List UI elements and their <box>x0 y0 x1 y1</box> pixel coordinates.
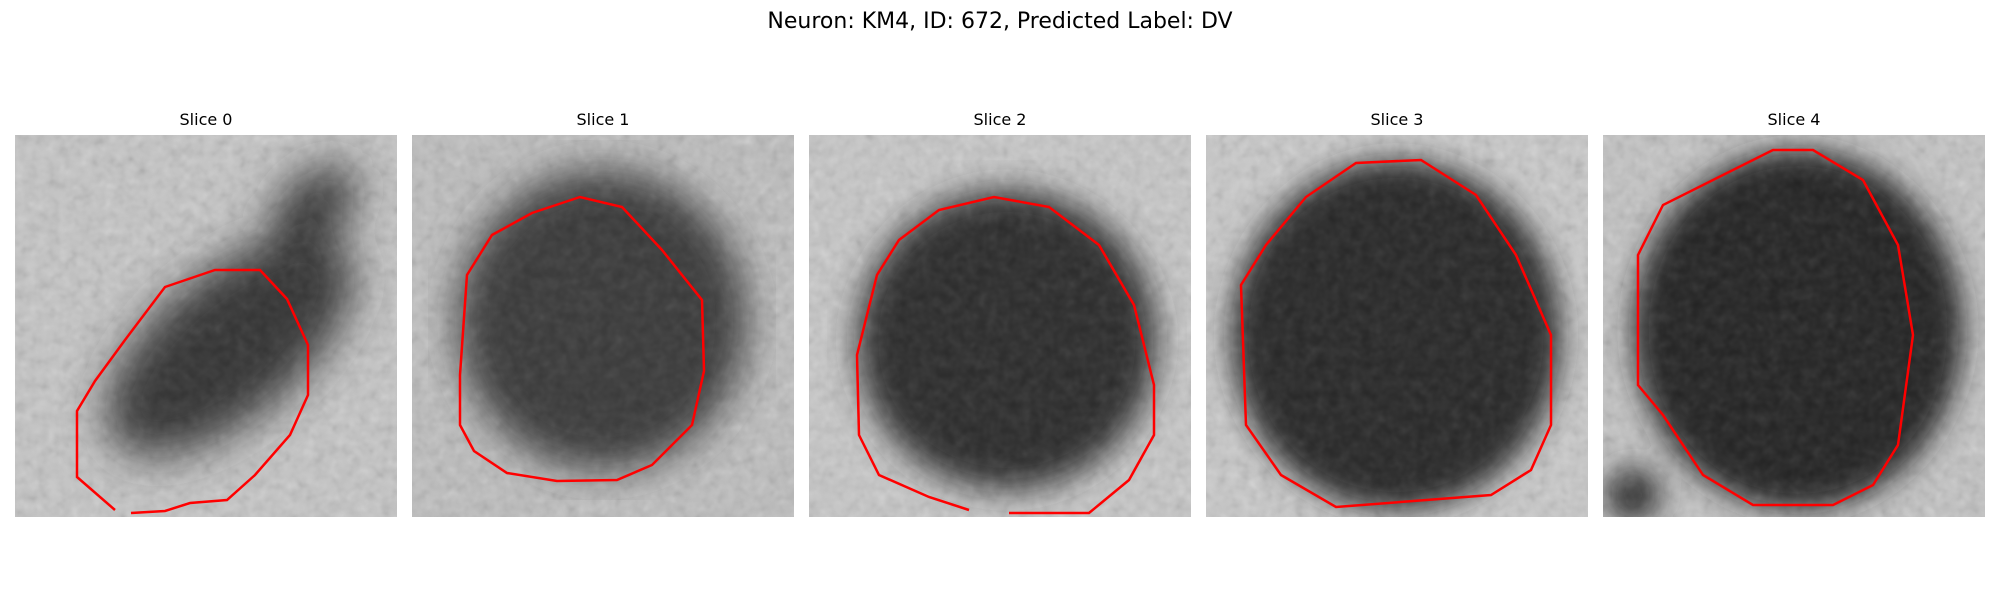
slice-panel-2: Slice 2 <box>809 110 1191 520</box>
slice-image-3 <box>1206 135 1588 517</box>
slice-title-4: Slice 4 <box>1603 110 1985 130</box>
slice-image-0 <box>15 135 397 517</box>
slice-panel-1: Slice 1 <box>412 110 794 520</box>
slice-image-2 <box>809 135 1191 517</box>
slice-panel-0: Slice 0 <box>15 110 397 520</box>
slice-image-4 <box>1603 135 1985 517</box>
slice-title-1: Slice 1 <box>412 110 794 130</box>
figure-title: Neuron: KM4, ID: 672, Predicted Label: D… <box>0 8 2000 36</box>
slice-title-3: Slice 3 <box>1206 110 1588 130</box>
slice-panel-4: Slice 4 <box>1603 110 1985 520</box>
slice-panel-3: Slice 3 <box>1206 110 1588 520</box>
slice-image-1 <box>412 135 794 517</box>
slice-title-0: Slice 0 <box>15 110 397 130</box>
slice-title-2: Slice 2 <box>809 110 1191 130</box>
